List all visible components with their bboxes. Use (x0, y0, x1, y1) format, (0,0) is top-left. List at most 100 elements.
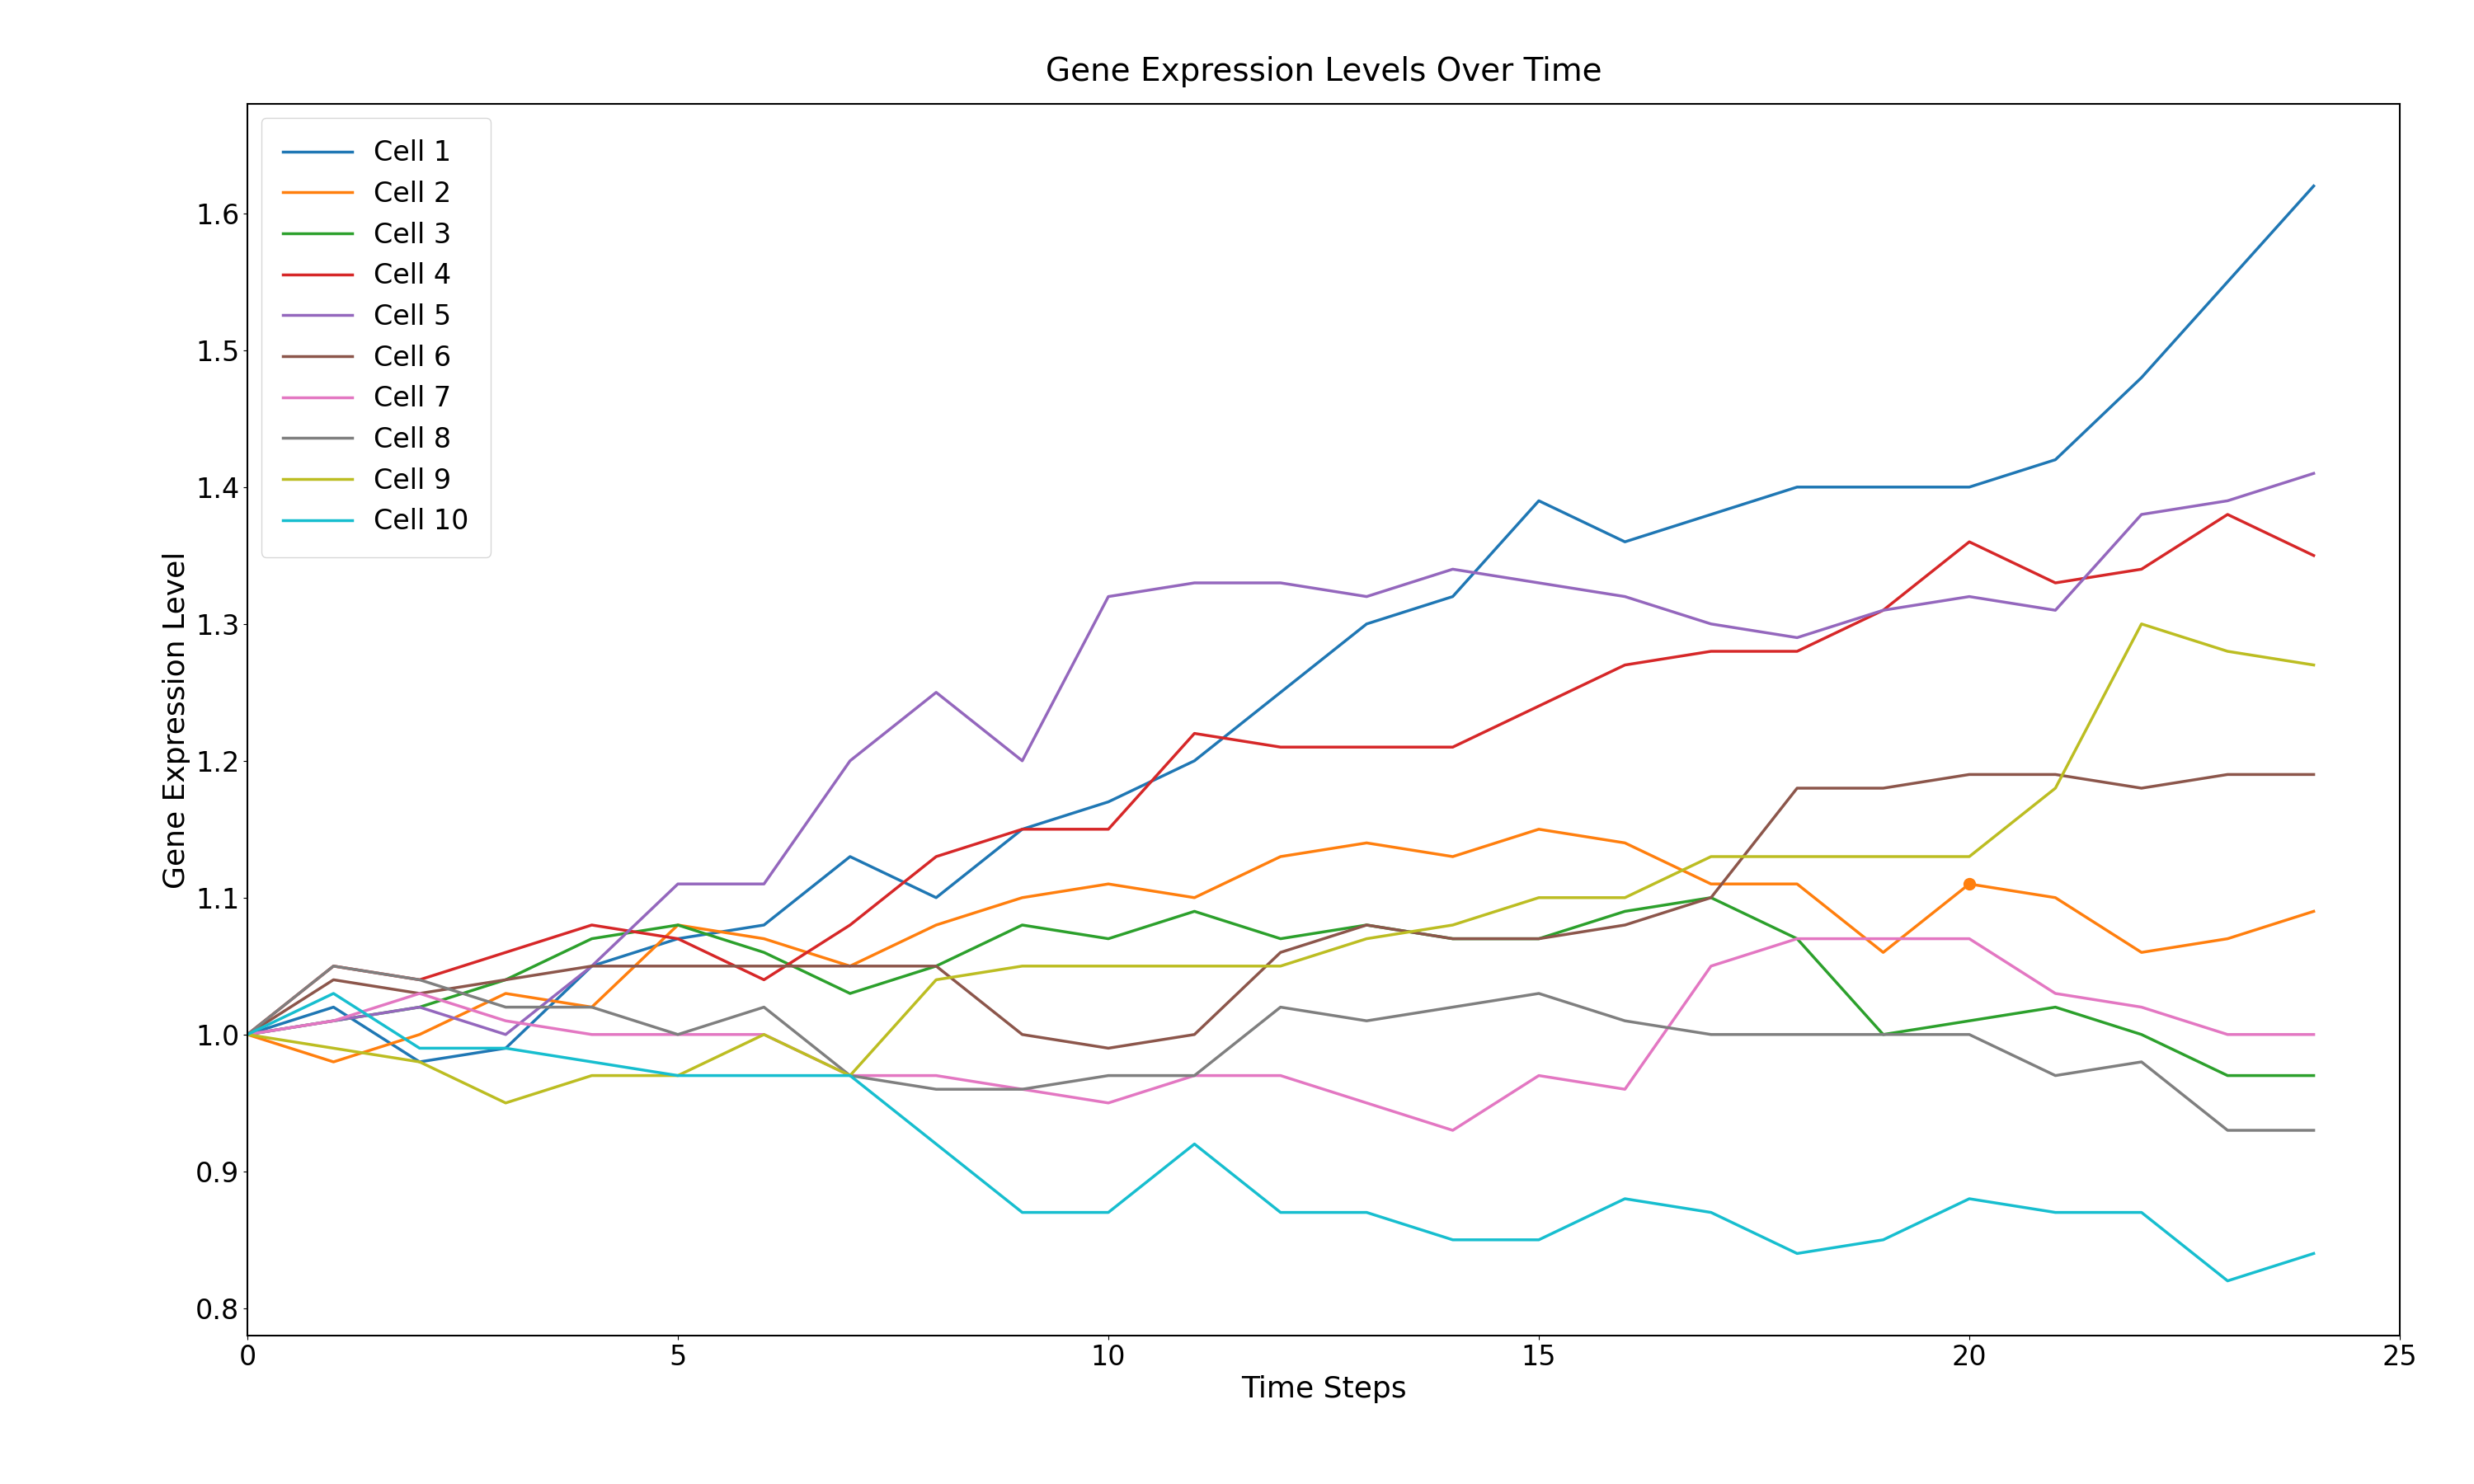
Cell 2 (1007, 889, 1037, 907)
Cell 1 (1180, 752, 1210, 770)
Cell 9 (576, 1067, 606, 1085)
Cell 4 (406, 971, 435, 988)
Cell 2 (490, 984, 520, 1002)
Cell 4 (1781, 643, 1811, 660)
Cell 2 (2128, 944, 2157, 962)
Title: Gene Expression Levels Over Time: Gene Expression Levels Over Time (1047, 56, 1601, 88)
Cell 2 (1524, 821, 1554, 838)
Cell 6 (490, 971, 520, 988)
Cell 10 (1437, 1230, 1467, 1248)
Cell 1 (1094, 792, 1123, 810)
Cell 6 (836, 957, 866, 975)
Cell 3 (233, 1025, 262, 1043)
Cell 6 (1868, 779, 1898, 797)
Cell 2 (2041, 889, 2071, 907)
Cell 1 (1524, 491, 1554, 509)
Cell 7 (233, 1025, 262, 1043)
Line: Cell 8: Cell 8 (247, 966, 2313, 1131)
Cell 9 (2041, 779, 2071, 797)
Cell 1 (836, 847, 866, 865)
Cell 10 (1094, 1204, 1123, 1221)
Cell 4 (1267, 738, 1296, 755)
Cell 4 (1868, 601, 1898, 619)
Cell 10 (1351, 1204, 1380, 1221)
Cell 9 (1007, 957, 1037, 975)
Cell 7 (406, 984, 435, 1002)
Cell 2 (1180, 889, 1210, 907)
Cell 3 (2041, 999, 2071, 1017)
Cell 6 (1697, 889, 1727, 907)
Cell 3 (2298, 1067, 2328, 1085)
Cell 2 (1697, 876, 1727, 893)
Cell 1 (1351, 614, 1380, 632)
Cell 7 (836, 1067, 866, 1085)
Cell 10 (920, 1135, 950, 1153)
Cell 1 (750, 916, 779, 933)
Cell 4 (1611, 656, 1640, 674)
Cell 8 (2298, 1122, 2328, 1140)
Cell 10 (1267, 1204, 1296, 1221)
Cell 2 (1267, 847, 1296, 865)
Cell 8 (319, 957, 349, 975)
Cell 7 (1524, 1067, 1554, 1085)
Cell 10 (490, 1039, 520, 1057)
Cell 5 (1267, 574, 1296, 592)
Cell 9 (1524, 889, 1554, 907)
Cell 1 (2212, 273, 2241, 291)
Line: Cell 2: Cell 2 (247, 830, 2313, 1063)
Cell 6 (576, 957, 606, 975)
Cell 6 (1437, 930, 1467, 948)
Cell 1 (1697, 506, 1727, 524)
Cell 7 (1180, 1067, 1210, 1085)
Cell 1 (319, 999, 349, 1017)
Cell 3 (1611, 902, 1640, 920)
Cell 2 (1437, 847, 1467, 865)
Cell 9 (750, 1025, 779, 1043)
Cell 3 (2212, 1067, 2241, 1085)
Cell 10 (1781, 1245, 1811, 1263)
Cell 3 (576, 930, 606, 948)
Cell 8 (1954, 1025, 1984, 1043)
Cell 10 (2128, 1204, 2157, 1221)
Cell 10 (1524, 1230, 1554, 1248)
Line: Cell 6: Cell 6 (247, 775, 2313, 1048)
Cell 10 (576, 1054, 606, 1071)
Cell 3 (1180, 902, 1210, 920)
Cell 3 (1437, 930, 1467, 948)
Cell 3 (1094, 930, 1123, 948)
Cell 7 (576, 1025, 606, 1043)
Cell 9 (1781, 847, 1811, 865)
Cell 5 (2128, 506, 2157, 524)
Cell 6 (1180, 1025, 1210, 1043)
Cell 9 (1611, 889, 1640, 907)
Cell 1 (1868, 478, 1898, 496)
Line: Cell 3: Cell 3 (247, 898, 2313, 1076)
Cell 8 (406, 971, 435, 988)
Cell 3 (1781, 930, 1811, 948)
Cell 9 (920, 971, 950, 988)
Cell 4 (576, 916, 606, 933)
Cell 1 (576, 957, 606, 975)
Cell 4 (1094, 821, 1123, 838)
Cell 4 (663, 930, 693, 948)
Cell 6 (2041, 766, 2071, 784)
Cell 8 (1781, 1025, 1811, 1043)
Cell 5 (1697, 614, 1727, 632)
Cell 3 (1524, 930, 1554, 948)
Cell 9 (1868, 847, 1898, 865)
Cell 6 (1781, 779, 1811, 797)
Cell 9 (2298, 656, 2328, 674)
Cell 9 (663, 1067, 693, 1085)
X-axis label: Time Steps: Time Steps (1242, 1376, 1405, 1404)
Cell 3 (1007, 916, 1037, 933)
Cell 7 (750, 1025, 779, 1043)
Cell 8 (576, 999, 606, 1017)
Cell 7 (1267, 1067, 1296, 1085)
Cell 7 (663, 1025, 693, 1043)
Line: Cell 9: Cell 9 (247, 623, 2313, 1103)
Cell 4 (2041, 574, 2071, 592)
Cell 4 (2212, 506, 2241, 524)
Cell 8 (1180, 1067, 1210, 1085)
Cell 8 (1697, 1025, 1727, 1043)
Cell 9 (1437, 916, 1467, 933)
